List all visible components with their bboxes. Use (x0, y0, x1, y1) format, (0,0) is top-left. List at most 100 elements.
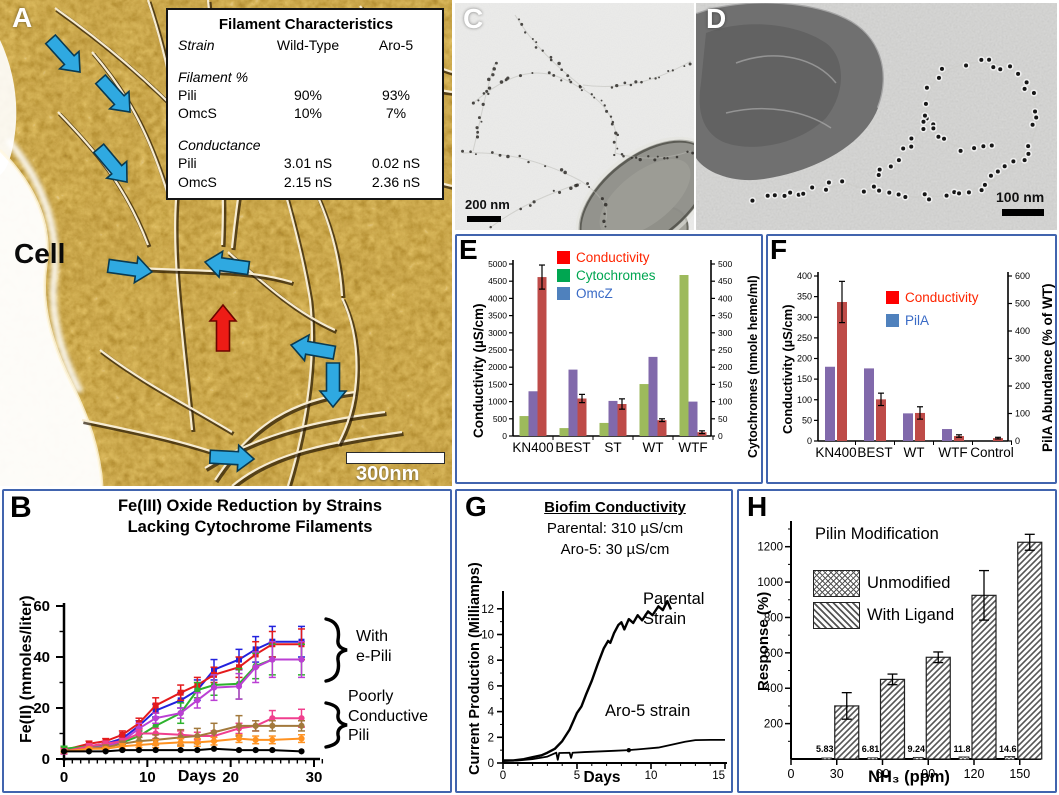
line-chart-canvas: 0 10 20 30 0 20 40 60 (33, 598, 348, 786)
svg-text:150: 150 (797, 374, 812, 384)
panel-d-tem-image: D 100 nm (696, 3, 1057, 230)
svg-text:30: 30 (830, 767, 844, 781)
svg-text:WT: WT (904, 445, 925, 460)
svg-text:Control: Control (970, 445, 1014, 460)
legend: Conductivity PilA (886, 290, 979, 331)
svg-text:0: 0 (718, 431, 723, 441)
cell-value: 2.36 nS (371, 173, 421, 190)
y-axis-label-left: Conductivity (µS/cm) (780, 304, 795, 434)
svg-text:500: 500 (1015, 299, 1030, 309)
svg-text:14.6: 14.6 (999, 744, 1017, 754)
svg-text:WTF: WTF (678, 440, 707, 455)
x-axis-label: Days (583, 769, 621, 786)
tem-image-canvas (696, 3, 1057, 230)
legend-item-with-ligand (813, 602, 860, 629)
svg-text:0: 0 (42, 751, 50, 768)
svg-text:90: 90 (921, 767, 935, 781)
y-axis-label-left: Conductivity (µS/cm) (471, 303, 486, 438)
svg-text:350: 350 (797, 292, 812, 302)
scale-bar-d-label: 100 nm (996, 189, 1045, 205)
y-axis-label-right: PilA Abundance (% of WT) (1040, 283, 1055, 453)
legend-item-unmodified (813, 570, 860, 597)
chart-title: Pilin Modification (815, 525, 939, 543)
svg-text:1000: 1000 (488, 397, 507, 407)
y-axis-label: Fe(II) (mmoles/liter) (18, 595, 35, 743)
table-row: Pili 3.01 nS 0.02 nS (178, 154, 434, 172)
scale-bar-d (1002, 209, 1044, 216)
svg-text:WT: WT (643, 440, 664, 455)
panel-a-label: A (12, 2, 33, 33)
y-axis-label-right: Cytochromes (nmole heme/ml) (746, 275, 760, 458)
tem-image-canvas (455, 3, 694, 230)
cell-label-pili: Pili (178, 155, 197, 172)
scale-bar-c-label: 200 nm (465, 197, 510, 212)
svg-text:450: 450 (718, 276, 732, 286)
panel-h-label: H (747, 491, 768, 522)
chart-title-line1: Fe(III) Oxide Reduction by Strains (117, 497, 383, 515)
svg-text:400: 400 (797, 271, 812, 281)
subtitle-parental: Parental: 310 µS/cm (546, 520, 684, 537)
svg-text:300: 300 (718, 328, 732, 338)
svg-text:40: 40 (33, 649, 50, 666)
cell-label-pili: Pili (178, 86, 197, 103)
svg-text:0: 0 (807, 436, 812, 446)
svg-text:0: 0 (1015, 436, 1020, 446)
legend-label-with-ligand: With Ligand (867, 606, 955, 624)
svg-text:6: 6 (488, 681, 494, 693)
legend-item-pila: PilA (886, 313, 979, 328)
panel-c-label: C (463, 3, 484, 34)
section-header-filament-pct: Filament % (178, 68, 249, 85)
col-header-aro5: Aro-5 (378, 36, 414, 53)
svg-text:400: 400 (718, 293, 732, 303)
svg-text:200: 200 (1015, 381, 1030, 391)
table-row: Pili 90% 93% (178, 86, 434, 104)
svg-text:800: 800 (764, 612, 783, 624)
legend-swatch-diagonal (813, 602, 860, 629)
svg-text:4500: 4500 (488, 276, 507, 286)
svg-text:WTF: WTF (938, 445, 967, 460)
svg-text:BEST: BEST (857, 445, 892, 460)
svg-text:300: 300 (797, 312, 812, 322)
x-axis-label: Days (177, 768, 217, 785)
legend-item-conductivity: Conductivity (557, 250, 656, 265)
svg-text:250: 250 (797, 333, 812, 343)
svg-text:2500: 2500 (488, 345, 507, 355)
svg-text:5.83: 5.83 (816, 744, 834, 754)
annotation-poorly-conductive: Poorly Conductive Pili (348, 688, 429, 745)
svg-text:1000: 1000 (757, 577, 783, 589)
legend: Conductivity Cytochromes OmcZ (557, 250, 656, 304)
table-row: OmcS 10% 7% (178, 104, 434, 122)
annotation-with-epili: With e-Pili (356, 628, 392, 665)
legend-swatch-crosshatch (813, 570, 860, 597)
panel-e-label: E (459, 234, 478, 265)
cell-value: 3.01 nS (283, 155, 333, 172)
legend-item-cytochromes: Cytochromes (557, 268, 656, 283)
svg-text:8: 8 (488, 655, 494, 667)
legend-swatch-blue (557, 287, 570, 300)
legend-swatch-blue (886, 314, 899, 327)
svg-text:60: 60 (33, 598, 50, 615)
svg-text:20: 20 (222, 769, 239, 786)
svg-text:10: 10 (481, 630, 494, 642)
panel-b-line-chart: B Fe(III) Oxide Reduction by Strains Lac… (2, 489, 452, 793)
svg-text:200: 200 (718, 362, 732, 372)
svg-text:3500: 3500 (488, 311, 507, 321)
cell-label-omcs: OmcS (178, 105, 217, 122)
svg-text:200: 200 (797, 354, 812, 364)
svg-text:150: 150 (718, 379, 732, 389)
svg-text:1500: 1500 (488, 379, 507, 389)
bar-chart-canvas: 200 400 600 800 1000 1200 0 30 60 90 120 150 5.83 6.8… (757, 521, 1043, 781)
panel-e-bar-chart: E Conductivity (µS/cm) Cytochromes (nmol… (455, 234, 763, 484)
table-title: Filament Characteristics (218, 16, 394, 33)
cell-label-omcs: OmcS (178, 173, 217, 190)
svg-text:50: 50 (718, 414, 728, 424)
svg-text:10: 10 (139, 769, 156, 786)
legend-swatch-red (557, 251, 570, 264)
svg-text:ST: ST (604, 440, 621, 455)
cell-body (575, 136, 694, 230)
svg-text:350: 350 (718, 311, 732, 321)
svg-text:BEST: BEST (555, 440, 590, 455)
svg-text:30: 30 (306, 769, 323, 786)
svg-text:KN400: KN400 (512, 440, 553, 455)
svg-text:5000: 5000 (488, 259, 507, 269)
